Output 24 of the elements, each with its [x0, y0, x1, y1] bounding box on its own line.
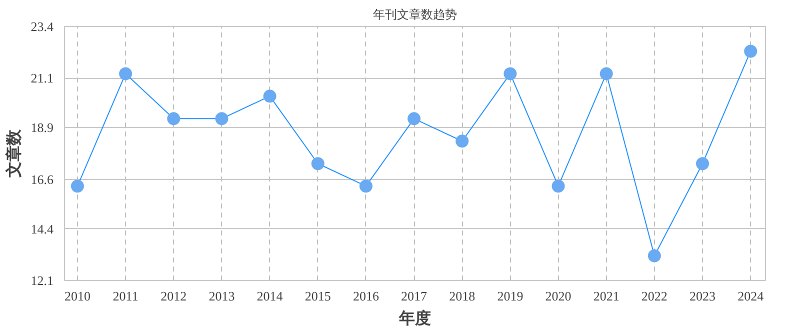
x-tick-label: 2020 — [545, 288, 572, 304]
x-tick-label: 2010 — [64, 288, 90, 304]
x-tick-label: 2022 — [641, 288, 668, 304]
x-tick-label: 2016 — [352, 288, 380, 304]
x-tick-label: 2013 — [208, 288, 235, 304]
x-tick-label: 2012 — [160, 288, 187, 304]
x-tick-label: 2024 — [738, 288, 764, 304]
x-tick-label: 2014 — [256, 288, 284, 304]
y-tick-label: 16.6 — [30, 172, 54, 187]
x-tick-label: 2017 — [401, 288, 428, 304]
chart-title: 年刊文章数趋势 — [373, 8, 457, 22]
y-tick-label: 21.1 — [30, 70, 54, 86]
y-tick-label: 14.4 — [30, 221, 54, 236]
x-tick-label: 2023 — [690, 288, 716, 304]
y-tick-label: 23.4 — [30, 19, 54, 34]
x-tick-label: 2015 — [304, 288, 331, 304]
x-tick-label: 2021 — [593, 288, 620, 304]
x-tick-label: 2011 — [112, 288, 138, 304]
y-tick-label: 12.1 — [30, 273, 54, 288]
x-tick-label: 2018 — [449, 288, 476, 304]
x-axis-title: 年度 — [398, 308, 431, 328]
x-tick-label: 2019 — [497, 288, 524, 304]
y-tick-label: 18.9 — [30, 120, 54, 136]
y-axis-title: 文章数 — [4, 128, 23, 178]
